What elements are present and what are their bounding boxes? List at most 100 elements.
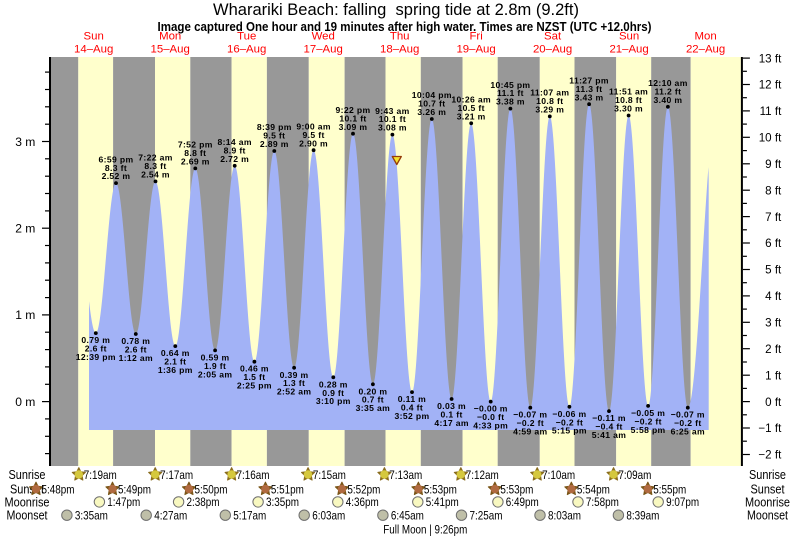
svg-text:17–Aug: 17–Aug (304, 44, 343, 56)
svg-text:6:49pm: 6:49pm (506, 495, 539, 509)
svg-text:7:19am: 7:19am (84, 468, 117, 482)
svg-text:21–Aug: 21–Aug (609, 44, 648, 56)
svg-text:−0.2 ft: −0.2 ft (556, 417, 584, 427)
svg-text:−0.2 ft: −0.2 ft (674, 418, 702, 428)
svg-text:6:59 pm: 6:59 pm (99, 154, 134, 164)
svg-text:2:52 am: 2:52 am (277, 387, 311, 397)
svg-text:3.38 m: 3.38 m (496, 97, 525, 107)
svg-text:11.3 ft: 11.3 ft (576, 84, 603, 94)
svg-text:5:41 am: 5:41 am (592, 430, 626, 440)
svg-text:7:12am: 7:12am (466, 468, 499, 482)
svg-text:2 m: 2 m (15, 222, 35, 236)
svg-text:6:25 am: 6:25 am (671, 427, 705, 437)
svg-text:−0.07 m: −0.07 m (671, 410, 705, 420)
svg-text:11:27 pm: 11:27 pm (569, 75, 609, 85)
svg-text:1 ft: 1 ft (765, 369, 782, 382)
svg-text:0.59 m: 0.59 m (201, 352, 230, 362)
svg-text:0.79 m: 0.79 m (81, 335, 110, 345)
svg-text:Sun: Sun (84, 31, 104, 43)
svg-text:Moonrise: Moonrise (745, 495, 790, 509)
svg-text:3 ft: 3 ft (765, 317, 782, 330)
svg-text:−0.07 m: −0.07 m (513, 410, 547, 420)
svg-text:2.6 ft: 2.6 ft (125, 344, 147, 354)
svg-text:0.28 m: 0.28 m (319, 379, 348, 389)
svg-text:5 ft: 5 ft (765, 264, 782, 277)
svg-text:1.3 ft: 1.3 ft (283, 378, 305, 388)
svg-text:0.64 m: 0.64 m (161, 348, 190, 358)
svg-text:Wharariki Beach: falling spri: Wharariki Beach: falling spring tide at … (213, 1, 579, 19)
svg-text:10.8 ft: 10.8 ft (536, 96, 563, 106)
svg-text:5:53pm: 5:53pm (500, 482, 533, 496)
svg-text:8:03am: 8:03am (548, 509, 581, 523)
svg-text:5:54pm: 5:54pm (577, 482, 610, 496)
svg-text:9:43 am: 9:43 am (375, 106, 409, 116)
svg-text:16–Aug: 16–Aug (227, 44, 266, 56)
svg-text:2.52 m: 2.52 m (102, 171, 131, 181)
svg-text:5:17am: 5:17am (233, 509, 266, 523)
svg-text:Sunset: Sunset (751, 482, 785, 496)
svg-text:6:45am: 6:45am (391, 509, 424, 523)
svg-text:3:35 am: 3:35 am (356, 403, 390, 413)
svg-text:3.29 m: 3.29 m (535, 105, 564, 115)
svg-text:3 m: 3 m (15, 135, 35, 149)
svg-text:6 ft: 6 ft (765, 237, 782, 250)
svg-text:7:25am: 7:25am (470, 509, 503, 523)
svg-text:7:17am: 7:17am (160, 468, 193, 482)
svg-text:10 ft: 10 ft (759, 132, 782, 145)
svg-text:2.90 m: 2.90 m (299, 138, 328, 148)
svg-text:5:49pm: 5:49pm (118, 482, 151, 496)
svg-text:−0.00 m: −0.00 m (474, 404, 508, 414)
svg-text:−0.06 m: −0.06 m (552, 409, 586, 419)
svg-text:−2 ft: −2 ft (758, 449, 782, 462)
svg-text:4 ft: 4 ft (765, 290, 782, 303)
svg-text:11.1 ft: 11.1 ft (497, 88, 524, 98)
svg-text:11:51 am: 11:51 am (609, 87, 648, 97)
svg-text:8:39am: 8:39am (626, 509, 659, 523)
svg-text:7:16am: 7:16am (237, 468, 270, 482)
svg-text:5:51pm: 5:51pm (271, 482, 304, 496)
svg-text:2:25 pm: 2:25 pm (237, 381, 272, 391)
svg-text:3.40 m: 3.40 m (653, 95, 682, 105)
svg-text:7:15am: 7:15am (313, 468, 346, 482)
svg-text:10:04 pm: 10:04 pm (412, 90, 452, 100)
svg-text:3:52 pm: 3:52 pm (395, 411, 430, 421)
svg-text:22–Aug: 22–Aug (686, 44, 725, 56)
svg-text:3.26 m: 3.26 m (417, 107, 446, 117)
svg-text:13 ft: 13 ft (759, 52, 782, 65)
svg-text:11:07 am: 11:07 am (530, 88, 569, 98)
svg-text:3.09 m: 3.09 m (339, 122, 368, 132)
svg-text:3.08 m: 3.08 m (378, 123, 407, 133)
svg-text:Thu: Thu (390, 31, 410, 43)
svg-text:2.89 m: 2.89 m (260, 139, 289, 149)
svg-text:Moonset: Moonset (7, 509, 48, 523)
svg-text:4:33 pm: 4:33 pm (473, 421, 508, 431)
svg-text:11.2 ft: 11.2 ft (654, 87, 681, 97)
svg-text:12:10 am: 12:10 am (648, 78, 688, 88)
svg-text:2.69 m: 2.69 m (181, 157, 210, 167)
svg-text:−0.11 m: −0.11 m (592, 413, 626, 423)
svg-text:0.1 ft: 0.1 ft (441, 409, 463, 419)
svg-text:4:17 am: 4:17 am (434, 418, 468, 428)
svg-text:5:53pm: 5:53pm (424, 482, 457, 496)
svg-text:10.1 ft: 10.1 ft (379, 114, 406, 124)
svg-text:0.4 ft: 0.4 ft (401, 403, 423, 413)
svg-text:10.7 ft: 10.7 ft (418, 99, 445, 109)
svg-text:Wed: Wed (312, 31, 335, 43)
svg-text:4:36pm: 4:36pm (346, 495, 379, 509)
svg-text:7:13am: 7:13am (389, 468, 422, 482)
svg-text:10.8 ft: 10.8 ft (615, 95, 642, 105)
svg-text:18–Aug: 18–Aug (380, 44, 419, 56)
svg-text:−0.2 ft: −0.2 ft (517, 418, 545, 428)
svg-text:9:07pm: 9:07pm (666, 495, 699, 509)
svg-text:7:52 pm: 7:52 pm (178, 140, 213, 150)
svg-text:0.11 m: 0.11 m (398, 394, 426, 404)
svg-text:5:52pm: 5:52pm (347, 482, 380, 496)
svg-text:Moonrise: Moonrise (5, 495, 50, 509)
svg-text:15–Aug: 15–Aug (151, 44, 190, 56)
svg-text:3:10 pm: 3:10 pm (316, 396, 351, 406)
svg-text:0 ft: 0 ft (765, 396, 782, 409)
svg-text:4:27am: 4:27am (154, 509, 187, 523)
svg-text:19–Aug: 19–Aug (456, 44, 495, 56)
svg-text:2:05 am: 2:05 am (198, 369, 232, 379)
svg-text:7 ft: 7 ft (765, 211, 782, 224)
